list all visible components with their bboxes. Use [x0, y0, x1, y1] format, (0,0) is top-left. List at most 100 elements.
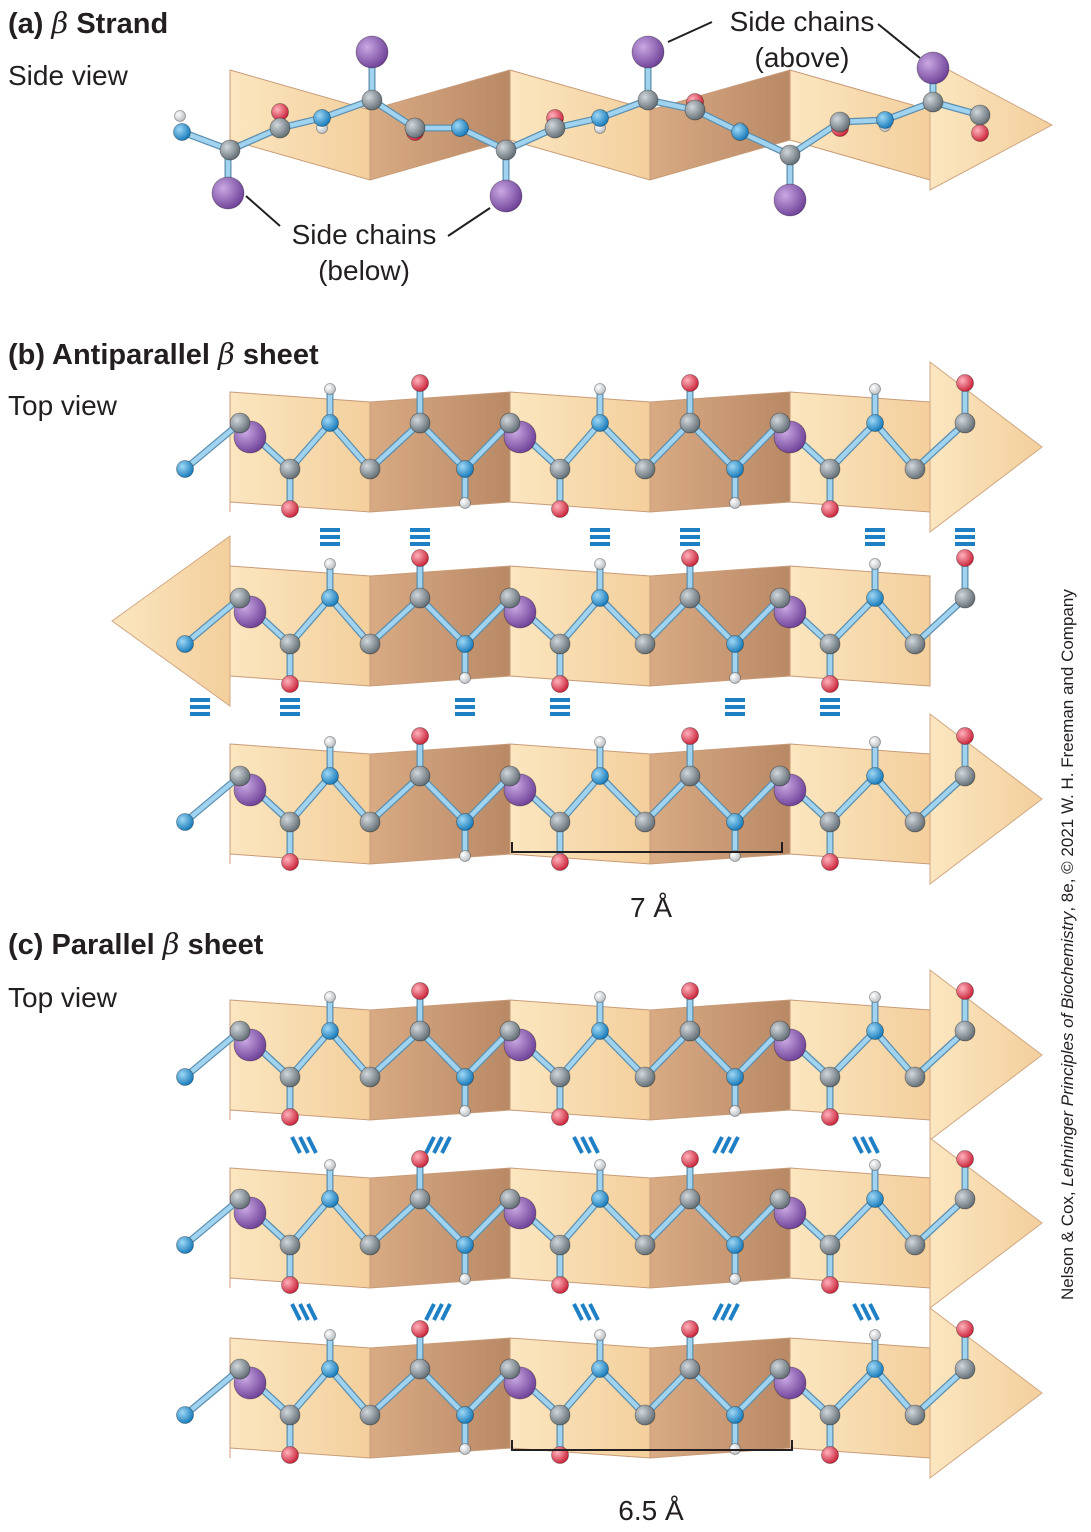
bond [687, 1028, 738, 1080]
nitrogen-atom [726, 1236, 744, 1254]
bond [827, 1028, 878, 1080]
bond [872, 1366, 918, 1418]
carbon-atom [904, 633, 926, 655]
nitrogen-atom [456, 460, 474, 478]
hydrogen-bond-dash [720, 1303, 732, 1321]
bond [642, 773, 693, 825]
oxygen-atom [956, 727, 974, 745]
panel-c-strand-2-arrowhead [929, 1136, 1043, 1310]
carbon-atom [819, 811, 841, 833]
bond [827, 1196, 878, 1248]
hydrogen-atom [869, 558, 881, 570]
bond [827, 773, 878, 825]
bond [597, 420, 648, 472]
panel-b-letter: (b) [8, 339, 46, 371]
nitrogen-atom [456, 813, 474, 831]
carbon-atom [279, 633, 301, 655]
bond [327, 1196, 373, 1248]
carbon-atom [359, 1066, 381, 1088]
bond [642, 420, 693, 472]
panel-b-title-post: sheet [242, 339, 319, 371]
bond [557, 595, 603, 647]
bond [182, 420, 243, 472]
hydrogen-bond-dash [580, 1136, 592, 1154]
carbon-atom [769, 765, 791, 787]
nitrogen-atom [866, 414, 884, 432]
hydrogen-atom [729, 672, 741, 684]
carbon-atom [904, 811, 926, 833]
measure-bracket-6-5-angstrom [511, 1440, 793, 1451]
hydrogen-atom [869, 736, 881, 748]
nitrogen-atom [456, 1068, 474, 1086]
hydrogen-atom [324, 991, 336, 1003]
hydrogen-bond-dash [860, 1303, 872, 1321]
hydrogen-atom [869, 1329, 881, 1341]
hydrogen-bond-dash [440, 1303, 452, 1321]
hydrogen-bond-dash [290, 1303, 302, 1321]
hydrogen-bond-dash [298, 1136, 310, 1154]
carbon-atom [819, 1234, 841, 1256]
carbon-atom [219, 139, 241, 161]
panel-c-greek: β [162, 927, 180, 961]
nitrogen-atom [321, 1022, 339, 1040]
oxygen-atom [281, 1446, 299, 1464]
bond [367, 1366, 423, 1418]
hydrogen-atom [869, 383, 881, 395]
carbon-atom [549, 1404, 571, 1426]
pleated-sheets-layer [111, 59, 1054, 1480]
carbon-atom [769, 1358, 791, 1380]
hydrogen-atom [729, 1105, 741, 1117]
oxygen-atom [821, 1108, 839, 1126]
bond [687, 1196, 738, 1248]
panel-b-title-pre: Antiparallel [52, 339, 210, 371]
oxygen-atom [411, 1150, 429, 1168]
carbon-atom [819, 458, 841, 480]
bond [732, 420, 783, 472]
carbon-atom [634, 1404, 656, 1426]
carbon-atom [634, 633, 656, 655]
carbon-atom [359, 633, 381, 655]
nitrogen-atom [321, 414, 339, 432]
carbon-atom [819, 1404, 841, 1426]
oxygen-atom [681, 549, 699, 567]
nitrogen-atom [451, 119, 469, 137]
nitrogen-atom [173, 123, 191, 141]
oxygen-atom [821, 500, 839, 518]
hydrogen-bond-dash [712, 1303, 724, 1321]
bond [912, 420, 968, 472]
bond [732, 1028, 783, 1080]
bond [462, 595, 513, 647]
nitrogen-atom [321, 1190, 339, 1208]
oxygen-atom [681, 1320, 699, 1338]
hydrogen-bonds-layer [190, 528, 975, 1321]
bond [687, 420, 738, 472]
hydrogen-bond-dash [712, 1136, 724, 1154]
bond [872, 1196, 918, 1248]
carbon-atom [279, 1066, 301, 1088]
bond [732, 1196, 783, 1248]
panel-c-title: (c) Parallel β sheet [8, 927, 263, 962]
bond [367, 595, 423, 647]
hydrogen-bond-dash [306, 1136, 318, 1154]
hydrogen-atom [869, 1159, 881, 1171]
nitrogen-atom [726, 460, 744, 478]
carbon-atom [499, 1020, 521, 1042]
carbon-atom [359, 1404, 381, 1426]
nitrogen-atom [726, 635, 744, 653]
callout-line-above-1 [667, 21, 713, 43]
nitrogen-atom [591, 1360, 609, 1378]
carbon-atom [679, 1358, 701, 1380]
nitrogen-atom [591, 109, 609, 127]
carbon-atom [229, 412, 251, 434]
carbon-atom [229, 1188, 251, 1210]
nitrogen-atom [313, 109, 331, 127]
hydrogen-bond-dash [868, 1303, 880, 1321]
bond [732, 1366, 783, 1418]
callout-side-chains-below: Side chains (below) [274, 217, 454, 289]
bond [827, 420, 878, 472]
bond [287, 595, 333, 647]
carbon-atom [499, 1358, 521, 1380]
oxygen-atom [821, 853, 839, 871]
hydrogen-atom [594, 558, 606, 570]
bond [417, 773, 468, 825]
